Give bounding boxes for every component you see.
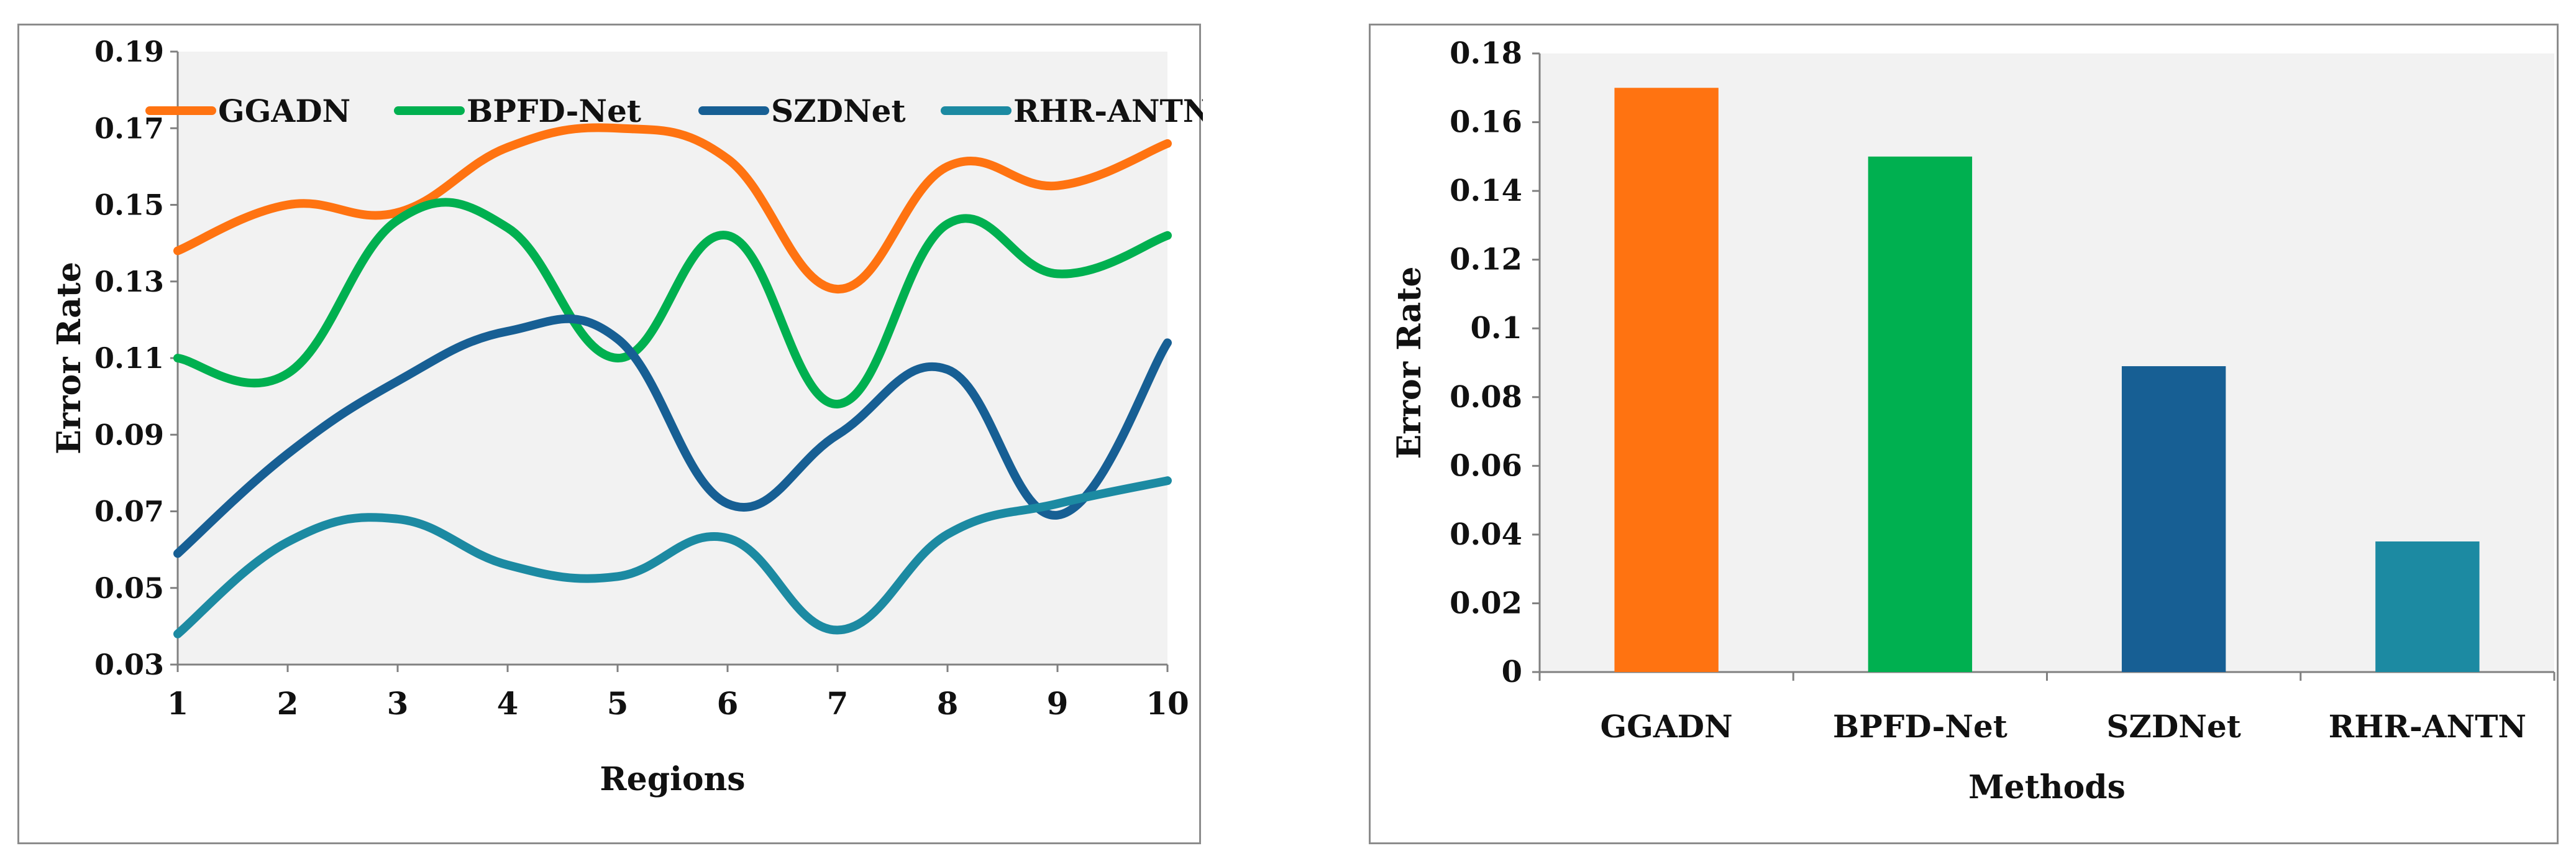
legend-item-szdnet: SZDNet: [698, 93, 906, 129]
y-tick-label: 0.12: [1450, 242, 1522, 277]
y-tick-label: 0.03: [94, 648, 164, 681]
y-tick-label: 0.04: [1450, 517, 1522, 552]
y-axis-title: Error Rate: [50, 262, 88, 454]
x-tick-label: 8: [937, 685, 959, 722]
y-tick-label: 0.14: [1450, 173, 1522, 208]
x-axis-title: Regions: [600, 760, 745, 798]
y-tick-label: 0.13: [94, 265, 164, 298]
plot-area: [178, 52, 1167, 665]
line-chart-panel: 0.03 0.05 0.07 0.09 0.11 0.13 0.15 0.17 0.19 1 2 3 4…: [17, 24, 1203, 844]
line-chart: 0.03 0.05 0.07 0.09 0.11 0.13 0.15 0.17 0.19 1 2 3 4…: [50, 35, 1203, 798]
legend-label-ggadn: GGADN: [218, 93, 350, 129]
y-tick-label: 0.17: [94, 111, 164, 145]
y-tick-label: 0.19: [94, 35, 164, 68]
bar-bpfd-net: [1868, 156, 1973, 673]
legend-item-bpfd-net: BPFD-Net: [394, 93, 641, 129]
x-axis-title: Methods: [1968, 768, 2126, 806]
bar-szdnet: [2121, 366, 2226, 672]
x-tick-label: 10: [1146, 685, 1189, 722]
y-tick-label: 0.08: [1450, 380, 1522, 415]
series-line-bpfd-net: [173, 198, 1172, 408]
series-bpfd-net: [173, 198, 1172, 408]
y-tick-label: 0.11: [94, 341, 164, 375]
y-tick-label: 0.05: [94, 571, 164, 605]
x-tick-label: 3: [387, 685, 409, 722]
x-tick-label: BPFD-Net: [1833, 708, 2007, 745]
y-tick-label: 0.15: [94, 188, 164, 222]
x-tick-label: 4: [497, 685, 519, 722]
series-szdnet: [173, 314, 1172, 558]
x-tick-label: 7: [827, 685, 849, 722]
series-line-ggadn: [173, 123, 1172, 294]
series-line-rhr-antn: [173, 476, 1172, 638]
x-tick-label: 9: [1047, 685, 1069, 722]
y-tick-label: 0.06: [1450, 448, 1522, 483]
series-rhr-antn: [173, 476, 1172, 638]
x-tick-label: GGADN: [1600, 708, 1732, 745]
bar-chart: 0 0.02 0.04 0.06 0.08 0.1 0.12 0.14 0.16 0.18 GGAD…: [1391, 36, 2555, 806]
bar-ggadn: [1614, 88, 1719, 672]
x-tick-label: SZDNet: [2106, 708, 2241, 745]
y-tick-label: 0.1: [1470, 311, 1522, 346]
x-tick-label: 1: [167, 685, 189, 722]
series-line-szdnet: [173, 314, 1172, 558]
y-tick-label: 0.18: [1450, 36, 1522, 71]
legend-label-rhr-antn: RHR-ANTN: [1013, 93, 1203, 129]
legend-item-ggadn: GGADN: [145, 93, 350, 129]
y-tick-label: 0: [1502, 655, 1522, 689]
bar-rhr-antn: [2375, 541, 2480, 672]
legend-item-rhr-antn: RHR-ANTN: [941, 93, 1203, 129]
legend-label-szdnet: SZDNet: [771, 93, 906, 129]
x-tick-label: 5: [607, 685, 629, 722]
y-tick-label: 0.16: [1450, 105, 1522, 140]
y-axis-title: Error Rate: [1391, 267, 1428, 459]
y-tick-label: 0.02: [1450, 586, 1522, 620]
x-tick-label: 6: [717, 685, 739, 722]
x-tick-label: RHR-ANTN: [2329, 708, 2527, 745]
y-tick-label: 0.07: [94, 495, 164, 528]
x-tick-label: 2: [277, 685, 299, 722]
y-tick-label: 0.09: [94, 418, 164, 451]
series-ggadn: [173, 123, 1172, 294]
bar-chart-panel: 0 0.02 0.04 0.06 0.08 0.1 0.12 0.14 0.16 0.18 GGAD…: [1369, 24, 2559, 844]
legend-label-bpfd-net: BPFD-Net: [467, 93, 641, 129]
